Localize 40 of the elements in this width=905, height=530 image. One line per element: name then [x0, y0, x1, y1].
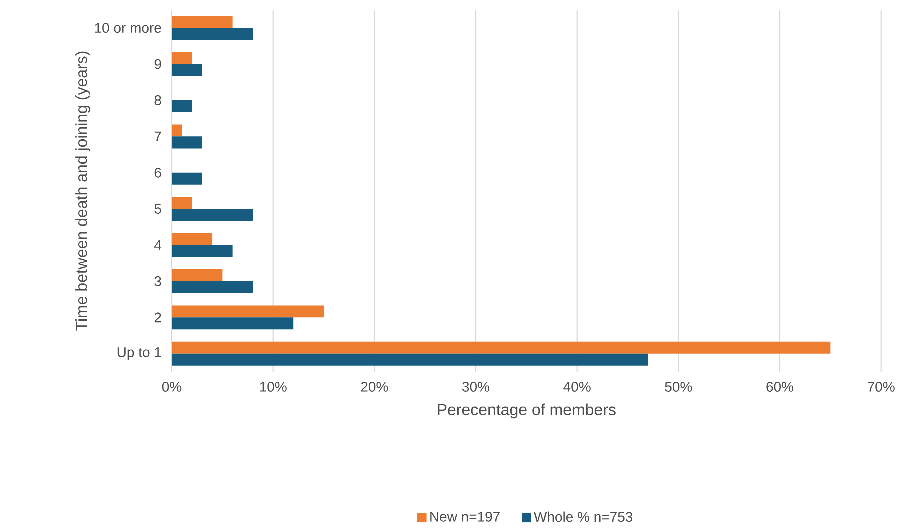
y-tick-label: Up to 1 [118, 348, 162, 360]
bar [172, 197, 192, 210]
y-tick-label: 6 [154, 168, 162, 178]
y-tick-label: 3 [154, 276, 162, 286]
x-tick-label: 70% [868, 382, 895, 392]
y-tick-label: 7 [154, 132, 162, 142]
bar [172, 306, 324, 318]
x-tick-label: 40% [564, 382, 591, 392]
bar [172, 318, 294, 330]
x-tick-label: 60% [766, 382, 794, 392]
x-tick-label: 10% [260, 382, 287, 392]
y-axis-title: Time between death and joining (years) [76, 52, 90, 331]
x-tick-label: 30% [462, 382, 490, 392]
legend-label: New n=197 [430, 512, 500, 522]
bar [172, 354, 648, 366]
x-axis-title: Perecentage of members [438, 404, 616, 419]
bar [172, 136, 202, 149]
x-tick-label: 0% [162, 382, 182, 392]
y-tick-label: 8 [154, 96, 162, 106]
bar [172, 100, 192, 112]
bar [172, 64, 202, 76]
y-tick-label: 4 [154, 240, 162, 250]
bar [172, 281, 254, 294]
y-tick-label: 9 [154, 59, 162, 70]
x-tick-label: 50% [665, 382, 692, 392]
bar [172, 209, 254, 222]
y-tick-label: 2 [154, 312, 162, 323]
x-tick-label: 20% [361, 382, 388, 392]
bar [172, 172, 202, 185]
bar [172, 124, 182, 137]
bar [172, 233, 213, 246]
bar [172, 16, 233, 28]
y-tick-label: 5 [154, 204, 162, 214]
bar [172, 245, 233, 258]
bar [172, 342, 831, 354]
bar [172, 269, 223, 282]
bar [172, 28, 254, 40]
y-tick-label: 10 or more [95, 23, 162, 34]
legend-label: Whole % n=753 [534, 512, 633, 522]
bar [172, 52, 192, 64]
